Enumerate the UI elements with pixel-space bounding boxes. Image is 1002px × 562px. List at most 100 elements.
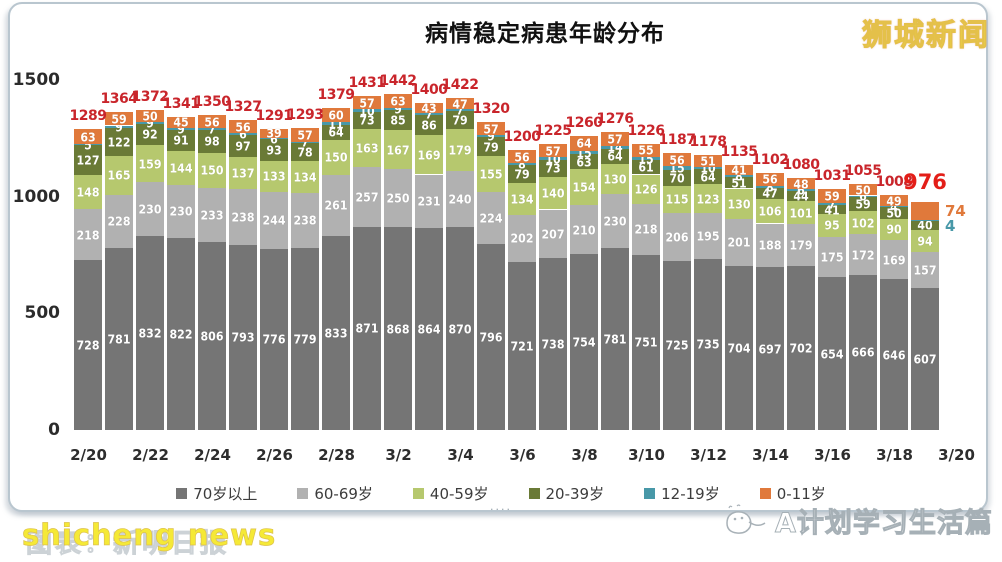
bar-segment-70岁以上: 781 <box>105 247 133 430</box>
bar-value-label: 159 <box>138 156 162 172</box>
bar-value-label: 230 <box>138 201 162 217</box>
bar-segment-70岁以上: 793 <box>229 244 257 430</box>
bar-total-label: 1291 <box>255 107 293 124</box>
bar-total-label: 1350 <box>193 94 231 110</box>
legend-label: 0-11岁 <box>776 485 826 503</box>
bar-total-label: 1276 <box>596 111 634 128</box>
bar-value-label: 130 <box>727 196 751 212</box>
bar-segment-12-19岁: 7 <box>198 121 226 136</box>
bar-value-label: 56 <box>204 114 220 130</box>
x-axis-tick-label: 2/24 <box>194 446 231 464</box>
bar-segment-70岁以上: 654 <box>818 277 846 430</box>
bar-value-label: 9 <box>487 128 495 144</box>
bar-value-label: 90 <box>886 221 902 237</box>
bar-value-label: 6 <box>797 182 805 198</box>
bar-segment-70岁以上: 806 <box>198 241 226 430</box>
bar-value-label: 133 <box>262 168 286 184</box>
bar-segment-20-39岁: 85 <box>384 110 412 131</box>
bar-value-label: 102 <box>851 215 875 231</box>
bar-value-label: 57 <box>483 121 499 137</box>
bar-segment-12-19岁: 5 <box>74 137 102 152</box>
bar-segment-20-39岁: 64 <box>322 125 350 140</box>
bar-value-label: 154 <box>572 179 596 195</box>
bar-value-label: 7 <box>425 106 433 122</box>
bar-segment-70岁以上: 702 <box>787 266 815 430</box>
bar-segment-70岁以上: 704 <box>725 265 753 430</box>
bar-segment-0-11岁: 51 <box>694 154 722 169</box>
bar-value-label: 751 <box>634 334 658 350</box>
bar-value-label: 165 <box>107 167 131 183</box>
bar-total-label: 1200 <box>503 129 541 145</box>
bar-value-label: 130 <box>603 171 627 187</box>
bar-segment-40-59岁: 155 <box>477 155 505 192</box>
legend-swatch-icon <box>644 488 656 499</box>
bar-segment-60-69岁: 175 <box>818 236 846 278</box>
bar-segment-60-69岁: 261 <box>322 174 350 236</box>
legend-swatch-icon <box>412 488 424 499</box>
bar-value-label: 127 <box>76 152 100 168</box>
bar-segment-60-69岁: 157 <box>911 251 939 289</box>
bar-value-label: 78 <box>297 144 313 160</box>
bar-segment-20-39岁: 73 <box>539 159 567 177</box>
bar-value-label: 7 <box>301 134 309 150</box>
bar-value-label: 56 <box>669 152 685 168</box>
bar-value-label: 188 <box>758 237 782 253</box>
bar-segment-12-19岁: 9 <box>477 129 505 144</box>
bar-segment-0-11岁: 56 <box>756 171 784 187</box>
bar-segment-40-59岁: 123 <box>694 184 722 213</box>
bar-segment-12-19岁: 6 <box>787 182 815 197</box>
bar-segment-20-39岁: 61 <box>632 160 660 175</box>
bar-segment-12-19岁: 9 <box>384 102 412 117</box>
bar-value-label: 738 <box>541 336 565 352</box>
bar-segment-12-19岁: 6 <box>260 131 288 146</box>
bar-segment-20-39岁: 91 <box>167 129 195 151</box>
bar-segment-70岁以上: 607 <box>911 288 939 430</box>
bar-value-label: 126 <box>634 181 658 197</box>
bar-segment-20-39岁: 59 <box>849 196 877 211</box>
bar-segment-20-39岁: 64 <box>694 169 722 184</box>
bar-segment-40-59岁: 165 <box>105 156 133 195</box>
bar-value-label: 781 <box>107 331 131 347</box>
bar-value-label: 56 <box>762 171 778 187</box>
bar-total-label: 1341 <box>162 96 200 113</box>
chart-legend: 70岁以上 60-69岁 40-59岁 20-39岁 12-19岁 0-11岁 <box>0 483 1002 504</box>
bar-value-label: 40 <box>917 217 933 233</box>
bar-segment-20-39岁: 64 <box>601 149 629 164</box>
legend-label: 70岁以上 <box>193 485 258 503</box>
bar-segment-0-11岁: 56 <box>663 152 691 168</box>
bar-segment-70岁以上: 776 <box>260 248 288 430</box>
bar-segment-12-19岁: 8 <box>756 179 784 194</box>
bar-segment-0-11岁: 56 <box>198 114 226 130</box>
bar-value-label: 833 <box>324 325 348 341</box>
bar-value-label: 697 <box>758 341 782 357</box>
bar-segment-0-11岁: 49 <box>880 193 908 208</box>
bar-value-outside: 4 <box>945 217 956 235</box>
bar-value-label: 134 <box>510 191 534 207</box>
bar-segment-40-59岁: 90 <box>880 218 908 240</box>
bar-value-label: 64 <box>328 124 344 140</box>
bar-segment-12-19岁: 6 <box>229 127 257 142</box>
bar-value-label: 134 <box>293 169 317 185</box>
bar-value-label: 79 <box>483 139 499 155</box>
bar-value-label: 8 <box>735 168 743 184</box>
bar-segment-12-19岁: 6 <box>849 189 877 204</box>
x-axis-tick-label: 3/12 <box>690 446 727 464</box>
bar-value-label: 92 <box>142 126 158 142</box>
bar-value-label: 63 <box>390 93 406 109</box>
bar-value-label: 238 <box>231 209 255 225</box>
bar-segment-40-59岁: 101 <box>787 200 815 225</box>
bar-value-label: 175 <box>820 249 844 265</box>
bar-value-label: 41 <box>824 202 840 218</box>
bar-segment-60-69岁: 240 <box>446 171 474 227</box>
bar-value-label: 735 <box>696 336 720 352</box>
bar-value-label: 7 <box>456 102 464 118</box>
bar-segment-60-69岁: 218 <box>74 209 102 261</box>
bar-segment-0-11岁: 57 <box>477 121 505 137</box>
bar-segment-12-19岁: 15 <box>570 145 598 160</box>
bar-segment-12-19岁: 7 <box>415 107 443 122</box>
bar-segment-0-11岁: 57 <box>291 127 319 142</box>
bar-segment-40-59岁: 150 <box>198 152 226 188</box>
bar-value-label: 63 <box>80 129 96 145</box>
bar-value-label: 94 <box>917 233 933 249</box>
x-axis-tick-label: 2/22 <box>132 446 169 464</box>
